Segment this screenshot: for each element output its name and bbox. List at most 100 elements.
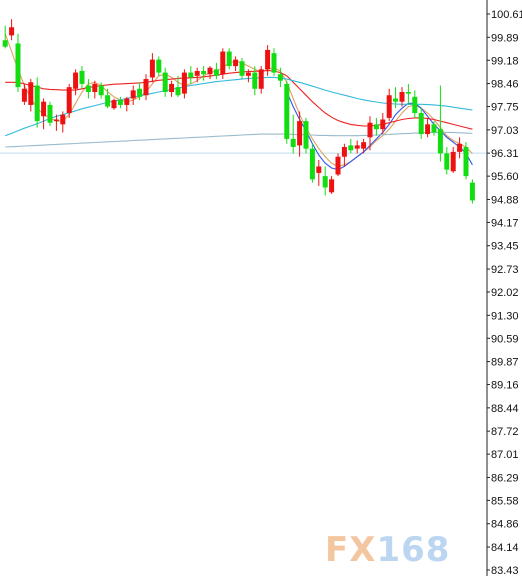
- candle-up: [73, 69, 79, 96]
- candle-up: [21, 83, 27, 105]
- candle-body: [85, 85, 91, 92]
- candle-body: [41, 101, 47, 117]
- candle-up: [354, 140, 360, 154]
- candle-up: [181, 69, 187, 99]
- candle-up: [233, 56, 239, 71]
- candle-body: [271, 53, 277, 73]
- y-tick-label: 95.60: [491, 171, 519, 183]
- y-tick-label: 93.45: [491, 241, 519, 253]
- candle-down: [418, 108, 424, 139]
- candle-body: [111, 100, 117, 109]
- candles: [2, 19, 475, 204]
- candle-down: [348, 138, 354, 154]
- candle-down: [463, 142, 469, 180]
- candle-body: [412, 96, 418, 114]
- candle-up: [9, 19, 15, 41]
- candle-up: [245, 69, 251, 83]
- candle-up: [335, 153, 341, 177]
- y-tick-label: 94.17: [491, 217, 519, 229]
- candle-body: [194, 70, 200, 76]
- y-tick-label: 84.14: [491, 542, 519, 554]
- y-tick-label: 92.73: [491, 264, 519, 276]
- candle-body: [265, 49, 271, 70]
- candle-body: [258, 69, 264, 89]
- y-tick-label: 99.89: [491, 32, 519, 44]
- y-tick-label: 83.43: [491, 565, 519, 576]
- candle-up: [130, 85, 136, 105]
- candle-body: [130, 90, 136, 99]
- candle-down: [137, 82, 143, 101]
- candle-body: [34, 85, 40, 122]
- candle-body: [105, 95, 111, 107]
- candle-up: [329, 176, 335, 194]
- y-tick-label: 88.44: [491, 403, 519, 415]
- candle-body: [149, 59, 155, 78]
- candle-body: [21, 88, 27, 102]
- candle-down: [85, 79, 91, 99]
- candle-up: [361, 138, 367, 154]
- candle-body: [252, 72, 258, 89]
- candle-down: [271, 48, 277, 76]
- candle-up: [399, 87, 405, 107]
- candle-down: [412, 90, 418, 118]
- candle-down: [156, 56, 162, 76]
- candle-body: [28, 82, 34, 105]
- candle-up: [258, 66, 264, 94]
- candle-body: [399, 91, 405, 102]
- candle-body: [169, 83, 175, 92]
- candle-body: [469, 182, 475, 201]
- candle-down: [79, 66, 85, 89]
- candle-up: [450, 147, 456, 173]
- candle-body: [450, 151, 456, 172]
- y-tick-label: 98.46: [491, 79, 519, 91]
- candle-body: [175, 87, 181, 96]
- y-tick-label: 87.01: [491, 449, 519, 461]
- candle-down: [303, 117, 309, 154]
- candle-body: [220, 51, 226, 75]
- moving-average-line: [5, 70, 473, 130]
- candle-body: [143, 79, 149, 96]
- candle-body: [226, 51, 232, 67]
- candle-body: [354, 145, 360, 149]
- y-tick-label: 96.31: [491, 148, 519, 160]
- candle-down: [444, 147, 450, 175]
- candle-down: [469, 179, 475, 204]
- candle-up: [316, 159, 322, 186]
- candle-body: [201, 70, 207, 75]
- candle-down: [226, 48, 232, 70]
- y-tick-label: 100.61: [491, 9, 522, 21]
- y-tick-label: 99.18: [491, 55, 519, 67]
- candle-up: [28, 79, 34, 112]
- candle-body: [162, 72, 168, 92]
- y-tick-label: 97.03: [491, 125, 519, 137]
- candle-down: [393, 87, 399, 109]
- candle-body: [239, 61, 245, 76]
- candle-body: [457, 143, 463, 152]
- candle-body: [53, 119, 59, 122]
- candle-body: [137, 88, 143, 97]
- candle-body: [207, 67, 213, 75]
- candle-body: [393, 98, 399, 102]
- candle-down: [277, 67, 283, 88]
- candle-body: [233, 59, 239, 67]
- candle-body: [463, 147, 469, 177]
- candle-up: [457, 137, 463, 159]
- candle-up: [143, 74, 149, 101]
- candle-body: [60, 114, 66, 125]
- candle-up: [297, 111, 303, 157]
- candle-body: [213, 69, 219, 76]
- y-tick-label: 94.88: [491, 194, 519, 206]
- candle-body: [322, 176, 328, 188]
- candle-body: [425, 124, 431, 135]
- candle-up: [265, 45, 271, 76]
- candle-down: [239, 58, 245, 80]
- candle-body: [329, 179, 335, 193]
- y-tick-label: 89.87: [491, 357, 519, 369]
- candle-down: [98, 82, 104, 99]
- candle-down: [252, 66, 258, 96]
- candle-body: [303, 121, 309, 149]
- candle-body: [9, 27, 15, 36]
- candle-body: [348, 145, 354, 151]
- candle-up: [380, 113, 386, 135]
- candle-down: [15, 33, 21, 92]
